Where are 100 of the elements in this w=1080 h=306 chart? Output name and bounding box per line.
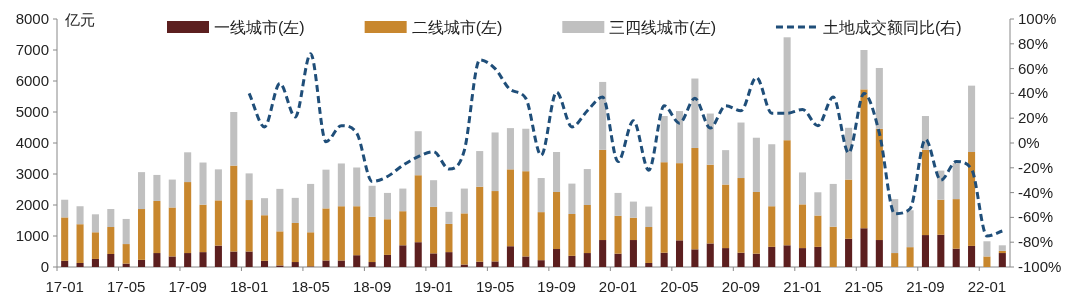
bar: [184, 253, 192, 267]
bar: [414, 242, 422, 267]
bar: [184, 182, 192, 254]
bar: [122, 218, 130, 245]
bar: [814, 215, 822, 247]
y-axis-title: 亿元: [64, 11, 95, 28]
bar: [568, 213, 576, 256]
bar: [937, 234, 945, 267]
y2-tick-label: 0%: [1018, 134, 1040, 151]
bar: [706, 243, 714, 267]
x-tick-label: 17-09: [168, 278, 207, 295]
bar: [845, 238, 853, 267]
bar: [122, 244, 130, 264]
bar: [522, 128, 530, 172]
bar: [906, 210, 914, 248]
bar: [522, 256, 530, 267]
bar: [476, 186, 484, 262]
legend-label: 土地成交额同比(右): [822, 19, 962, 36]
bar: [998, 250, 1006, 254]
bar: [399, 245, 407, 267]
bar: [61, 199, 69, 218]
bar: [752, 137, 760, 192]
bar: [199, 204, 207, 253]
bar: [214, 200, 222, 246]
bar: [737, 122, 745, 179]
y2-tick-label: -40%: [1018, 183, 1054, 201]
bar: [76, 206, 84, 225]
bar: [921, 235, 929, 267]
y-tick-label: 1000: [15, 227, 49, 244]
bar: [368, 262, 376, 267]
bar: [506, 246, 514, 267]
y2-tick-label: 100%: [1018, 10, 1057, 27]
x-tick-label: 17-01: [45, 278, 84, 295]
bar: [506, 128, 514, 170]
bar: [952, 248, 960, 267]
bar: [383, 219, 392, 255]
bar: [337, 206, 345, 261]
bar: [168, 179, 176, 208]
bar: [614, 192, 622, 216]
bar: [891, 253, 899, 267]
bar: [199, 162, 207, 205]
bar: [291, 222, 299, 263]
bar: [783, 37, 791, 141]
bar: [107, 227, 115, 254]
bar: [168, 256, 176, 267]
bar: [76, 262, 84, 267]
bar: [491, 132, 499, 192]
bar: [276, 188, 284, 232]
bar: [537, 212, 545, 261]
bar: [998, 253, 1006, 267]
bar: [138, 209, 146, 260]
bar: [645, 227, 653, 263]
bar: [568, 183, 576, 214]
line-series: [247, 52, 1004, 238]
bar: [629, 201, 637, 218]
bar: [860, 50, 868, 90]
bar: [768, 246, 776, 267]
bar: [414, 175, 422, 243]
bar: [230, 112, 238, 166]
bar: [629, 240, 637, 267]
bar: [722, 248, 730, 267]
bar: [337, 260, 345, 267]
bar: [491, 261, 499, 267]
bar: [752, 191, 760, 254]
y-tick-label: 3000: [15, 165, 49, 182]
bar: [691, 78, 699, 148]
bar: [91, 258, 99, 267]
bar: [491, 191, 499, 262]
bar: [829, 226, 837, 267]
bar: [660, 116, 668, 163]
bar: [307, 183, 315, 233]
x-tick-label: 18-05: [291, 278, 330, 295]
bar: [722, 150, 730, 185]
bar: [153, 253, 161, 267]
bar: [383, 254, 392, 267]
bar: [168, 207, 176, 257]
bar: [337, 163, 345, 207]
bar: [537, 178, 545, 213]
y2-tick-label: 80%: [1018, 34, 1049, 52]
y2-tick-label: -20%: [1018, 158, 1054, 176]
bar: [245, 200, 253, 252]
bar: [629, 217, 637, 241]
bar: [660, 252, 668, 267]
bar: [860, 228, 868, 267]
bar: [276, 231, 284, 266]
bar: [153, 200, 161, 254]
bar: [553, 151, 561, 192]
bar: [706, 164, 714, 244]
bar: [998, 245, 1006, 251]
x-tick-label: 18-01: [229, 278, 269, 295]
bar: [645, 206, 653, 228]
bar: [307, 232, 315, 267]
bar: [107, 253, 115, 267]
bar: [783, 245, 791, 267]
bar: [968, 151, 976, 246]
bar: [184, 152, 192, 183]
x-tick-label: 20-01: [598, 278, 638, 295]
bar: [891, 199, 899, 254]
bar: [460, 188, 468, 214]
x-tick-label: 19-01: [414, 278, 453, 295]
